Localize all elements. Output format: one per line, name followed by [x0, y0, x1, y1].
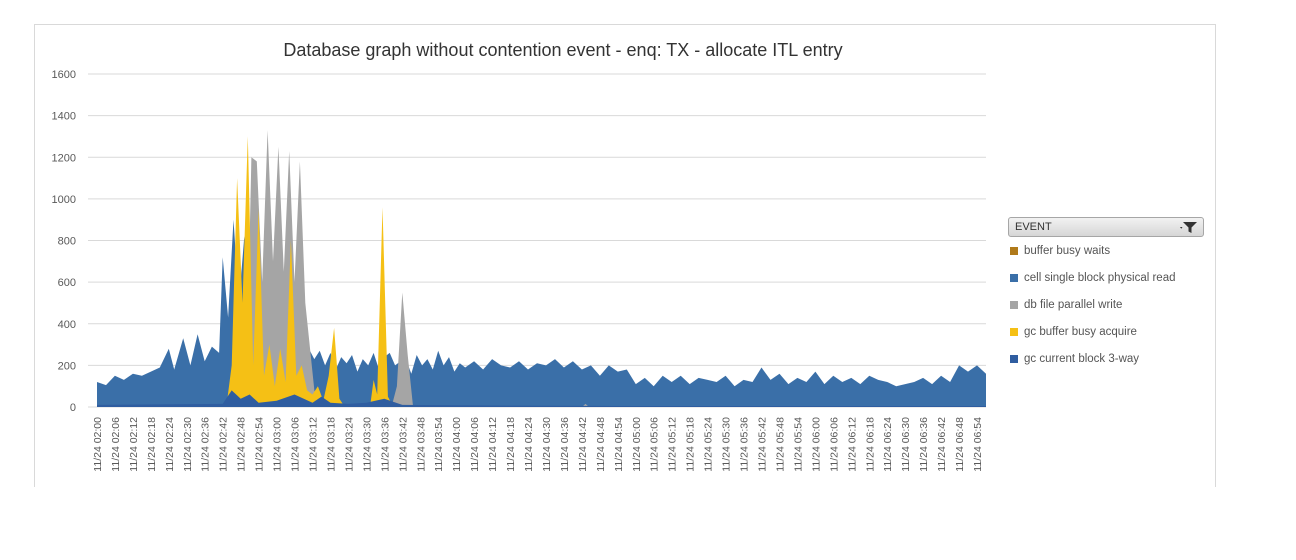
- legend-label: cell single block physical read: [1024, 271, 1176, 284]
- x-tick-label: 11/24 02:24: [164, 417, 176, 472]
- legend-label: buffer busy waits: [1024, 244, 1111, 257]
- y-tick-label: 1400: [52, 111, 76, 123]
- x-tick-label: 11/24 06:00: [810, 417, 822, 472]
- x-tick-label: 11/24 04:42: [577, 417, 589, 472]
- legend-item: db file parallel write: [1008, 291, 1204, 318]
- x-tick-label: 11/24 06:30: [900, 417, 912, 472]
- x-tick-label: 11/24 05:06: [649, 417, 661, 472]
- chart-title: Database graph without contention event …: [283, 40, 842, 60]
- y-tick-label: 1200: [52, 152, 76, 164]
- x-tick-label: 11/24 02:06: [110, 417, 122, 472]
- x-tick-label: 11/24 06:18: [864, 417, 876, 472]
- x-tick-label: 11/24 06:42: [936, 417, 948, 472]
- x-tick-label: 11/24 03:54: [433, 417, 445, 472]
- area-series-cell-single-block-physical-read: [97, 219, 986, 407]
- legend-swatch: [1010, 354, 1018, 363]
- x-tick-label: 11/24 04:36: [559, 417, 571, 472]
- chart-area: Database graph without contention event …: [34, 24, 1216, 487]
- legend-swatch: [1010, 246, 1018, 255]
- legend-label: gc current block 3-way: [1024, 352, 1140, 365]
- x-tick-label: 11/24 04:06: [469, 417, 481, 472]
- legend-label: gc buffer busy acquire: [1024, 325, 1137, 338]
- x-axis-ticks: 11/24 02:00 11/24 02:06 11/24 02:12 11/24 0…: [92, 417, 984, 472]
- x-tick-label: 11/24 05:54: [792, 417, 804, 472]
- x-tick-label: 11/24 05:24: [703, 417, 715, 472]
- x-tick-label: 11/24 02:12: [128, 417, 140, 472]
- x-tick-label: 11/24 02:42: [218, 417, 230, 472]
- y-tick-label: 600: [58, 277, 76, 289]
- x-tick-label: 11/24 02:54: [254, 417, 266, 472]
- x-tick-label: 11/24 06:48: [954, 417, 966, 472]
- x-tick-label: 11/24 02:36: [200, 417, 212, 472]
- legend: EVENT buffer busy waits cell single block…: [1008, 217, 1204, 372]
- x-tick-label: 11/24 06:12: [846, 417, 858, 472]
- legend-items: buffer busy waits cell single block physi…: [1008, 237, 1204, 372]
- x-tick-label: 11/24 02:00: [92, 417, 104, 472]
- legend-label: db file parallel write: [1024, 298, 1123, 311]
- y-tick-label: 1000: [52, 194, 76, 206]
- legend-swatch: [1010, 300, 1018, 309]
- x-tick-label: 11/24 05:36: [739, 417, 751, 472]
- x-tick-label: 11/24 03:42: [397, 417, 409, 472]
- area-series-gc-current-block-3-way: [97, 390, 986, 407]
- x-tick-label: 11/24 04:48: [595, 417, 607, 472]
- legend-item: buffer busy waits: [1008, 237, 1204, 264]
- x-tick-label: 11/24 03:36: [379, 417, 391, 472]
- x-tick-label: 11/24 04:18: [505, 417, 517, 472]
- x-tick-label: 11/24 04:12: [487, 417, 499, 472]
- x-tick-label: 11/24 05:48: [775, 417, 787, 472]
- legend-item: gc current block 3-way: [1008, 345, 1204, 372]
- x-tick-label: 11/24 03:12: [308, 417, 320, 472]
- y-tick-label: 1600: [52, 69, 76, 81]
- area-series-db-file-parallel-write: [97, 130, 986, 407]
- x-tick-label: 11/24 05:12: [667, 417, 679, 472]
- y-axis-ticks: 0 200 400 600 800 1000 1200 1400 1600: [52, 69, 76, 414]
- y-tick-label: 200: [58, 360, 76, 372]
- chart-svg: Database graph without contention event …: [52, 40, 986, 472]
- x-tick-label: 11/24 03:00: [272, 417, 284, 472]
- x-tick-label: 11/24 04:24: [523, 417, 535, 472]
- x-tick-label: 11/24 05:30: [721, 417, 733, 472]
- area-series: [97, 130, 986, 407]
- y-tick-label: 0: [70, 402, 76, 414]
- x-tick-label: 11/24 03:24: [343, 417, 355, 472]
- x-tick-label: 11/24 05:00: [631, 417, 643, 472]
- x-tick-label: 11/24 03:18: [326, 417, 338, 472]
- x-tick-label: 11/24 04:00: [451, 417, 463, 472]
- x-tick-label: 11/24 06:06: [828, 417, 840, 472]
- legend-swatch: [1010, 327, 1018, 336]
- legend-item: gc buffer busy acquire: [1008, 318, 1204, 345]
- x-tick-label: 11/24 05:42: [757, 417, 769, 472]
- x-tick-label: 11/24 04:30: [541, 417, 553, 472]
- x-tick-label: 11/24 02:48: [236, 417, 248, 472]
- x-tick-label: 11/24 06:24: [882, 417, 894, 472]
- y-tick-label: 800: [58, 236, 76, 248]
- x-tick-label: 11/24 03:48: [415, 417, 427, 472]
- legend-header-label: EVENT: [1015, 221, 1052, 233]
- x-tick-label: 11/24 02:30: [182, 417, 194, 472]
- x-tick-label: 11/24 03:06: [290, 417, 302, 472]
- x-tick-label: 11/24 06:54: [972, 417, 984, 472]
- legend-filter-header[interactable]: EVENT: [1008, 217, 1204, 237]
- x-tick-label: 11/24 03:30: [361, 417, 373, 472]
- x-tick-label: 11/24 04:54: [613, 417, 625, 472]
- y-tick-label: 400: [58, 319, 76, 331]
- legend-swatch: [1010, 273, 1018, 282]
- legend-item: cell single block physical read: [1008, 264, 1204, 291]
- x-tick-label: 11/24 05:18: [685, 417, 697, 472]
- x-tick-label: 11/24 02:18: [146, 417, 158, 472]
- filter-icon[interactable]: [1178, 220, 1200, 235]
- x-tick-label: 11/24 06:36: [918, 417, 930, 472]
